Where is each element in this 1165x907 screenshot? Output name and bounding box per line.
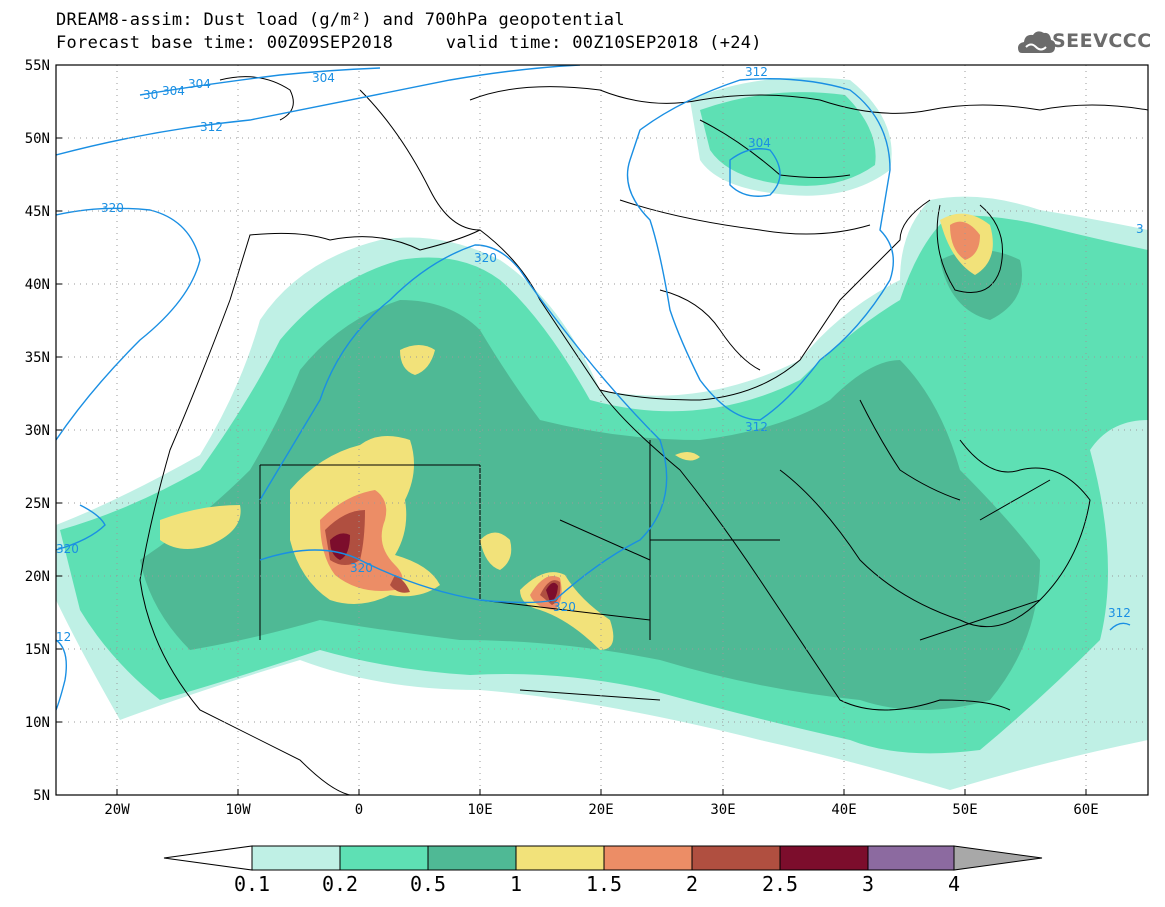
geopotential-contours	[56, 65, 1131, 711]
colorbar-label: 1.5	[586, 872, 622, 896]
lon-tick-label: 20W	[104, 802, 130, 818]
contour-label: 320	[56, 542, 79, 556]
contour-label: 304	[162, 84, 185, 98]
colorbar-label: 4	[948, 872, 960, 896]
colorbar-label: 3	[862, 872, 874, 896]
colorbar: 0.1 0.2 0.5 1 1.5 2 2.5 3 4	[163, 845, 1043, 896]
logo-text: SEEVCCC	[1052, 30, 1152, 52]
colorbar-under-triangle	[163, 845, 253, 871]
grid-lines	[56, 65, 1148, 795]
colorbar-swatch	[515, 845, 605, 871]
colorbar-label: 0.1	[234, 872, 270, 896]
lat-tick-labels: 55N 50N 45N 40N 35N 30N 25N 20N 15N 10N …	[25, 58, 50, 804]
colorbar-label: 1	[510, 872, 522, 896]
contour-label: 304	[748, 136, 771, 150]
lat-tick-label: 5N	[33, 788, 50, 804]
colorbar-swatch	[603, 845, 693, 871]
colorbar-swatch	[427, 845, 517, 871]
contour-label: 320	[474, 251, 497, 265]
colorbar-swatch	[691, 845, 781, 871]
colorbar-swatch	[867, 845, 955, 871]
colorbar-swatch	[251, 845, 341, 871]
lat-tick-label: 10N	[25, 715, 50, 731]
lat-tick-label: 15N	[25, 642, 50, 658]
map-title-line-2: Forecast base time: 00Z09SEP2018 valid t…	[56, 33, 762, 53]
colorbar-over-triangle	[953, 845, 1043, 871]
contour-label: 320	[553, 600, 576, 614]
contour-label: 304	[188, 77, 211, 91]
contour-label: 320	[101, 201, 124, 215]
lat-tick-label: 40N	[25, 277, 50, 293]
lat-tick-label: 50N	[25, 131, 50, 147]
contour-label: 320	[350, 561, 373, 575]
contour-label: 312	[1108, 606, 1131, 620]
map-title-line-1: DREAM8-assim: Dust load (g/m²) and 700hP…	[56, 10, 625, 30]
colorbar-label: 0.2	[322, 872, 358, 896]
lat-tick-label: 30N	[25, 423, 50, 439]
colorbar-label: 2	[686, 872, 698, 896]
lat-tick-label: 45N	[25, 204, 50, 220]
lon-tick-label: 30E	[710, 802, 735, 818]
cloud-icon	[1018, 31, 1056, 53]
lon-tick-labels: 20W 10W 0 10E 20E 30E 40E 50E 60E	[104, 802, 1098, 818]
lon-tick-label: 10E	[467, 802, 492, 818]
colorbar-swatch	[339, 845, 429, 871]
lon-tick-label: 10W	[225, 802, 251, 818]
lat-tick-label: 35N	[25, 350, 50, 366]
contour-label: 12	[56, 630, 71, 644]
contour-label: 312	[745, 420, 768, 434]
lon-tick-label: 40E	[831, 802, 856, 818]
contour-label: 312	[200, 120, 223, 134]
colorbar-label: 2.5	[762, 872, 798, 896]
dust-field	[56, 65, 1148, 795]
lon-tick-label: 20E	[588, 802, 613, 818]
axis-ticks	[56, 64, 1087, 796]
contour-label: 3	[1136, 222, 1144, 236]
contour-labels: 30 304 304 304 312 312 312 304 320 320 3…	[56, 65, 1144, 644]
contour-label: 304	[312, 71, 335, 85]
colorbar-swatch	[779, 845, 869, 871]
contour-label: 312	[745, 65, 768, 79]
lat-tick-label: 25N	[25, 496, 50, 512]
colorbar-label: 0.5	[410, 872, 446, 896]
contour-label: 30	[143, 88, 158, 102]
lat-tick-label: 55N	[25, 58, 50, 74]
lon-tick-label: 60E	[1073, 802, 1098, 818]
lon-tick-label: 0	[355, 802, 363, 818]
lat-tick-label: 20N	[25, 569, 50, 585]
lon-tick-label: 50E	[952, 802, 977, 818]
